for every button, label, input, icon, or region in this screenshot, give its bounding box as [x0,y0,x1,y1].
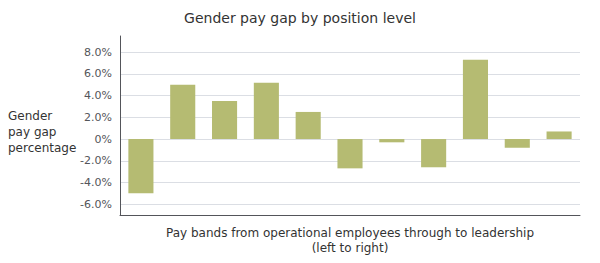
svg-text:Gender pay gap by position lev: Gender pay gap by position level [184,10,416,26]
svg-text:pay gap: pay gap [8,125,56,139]
svg-text:Gender: Gender [8,109,52,123]
svg-text:0%: 0% [95,133,112,146]
svg-text:percentage: percentage [8,141,76,155]
svg-text:8.0%: 8.0% [84,46,112,59]
svg-text:2.0%: 2.0% [84,111,112,124]
svg-text:-4.0%: -4.0% [80,176,112,189]
svg-text:Pay bands from operational emp: Pay bands from operational employees thr… [166,226,534,240]
svg-text:4.0%: 4.0% [84,89,112,102]
svg-text:(left to right): (left to right) [312,241,389,255]
svg-text:-6.0%: -6.0% [80,198,112,211]
svg-text:6.0%: 6.0% [84,67,112,80]
svg-text:-2.0%: -2.0% [80,154,112,167]
